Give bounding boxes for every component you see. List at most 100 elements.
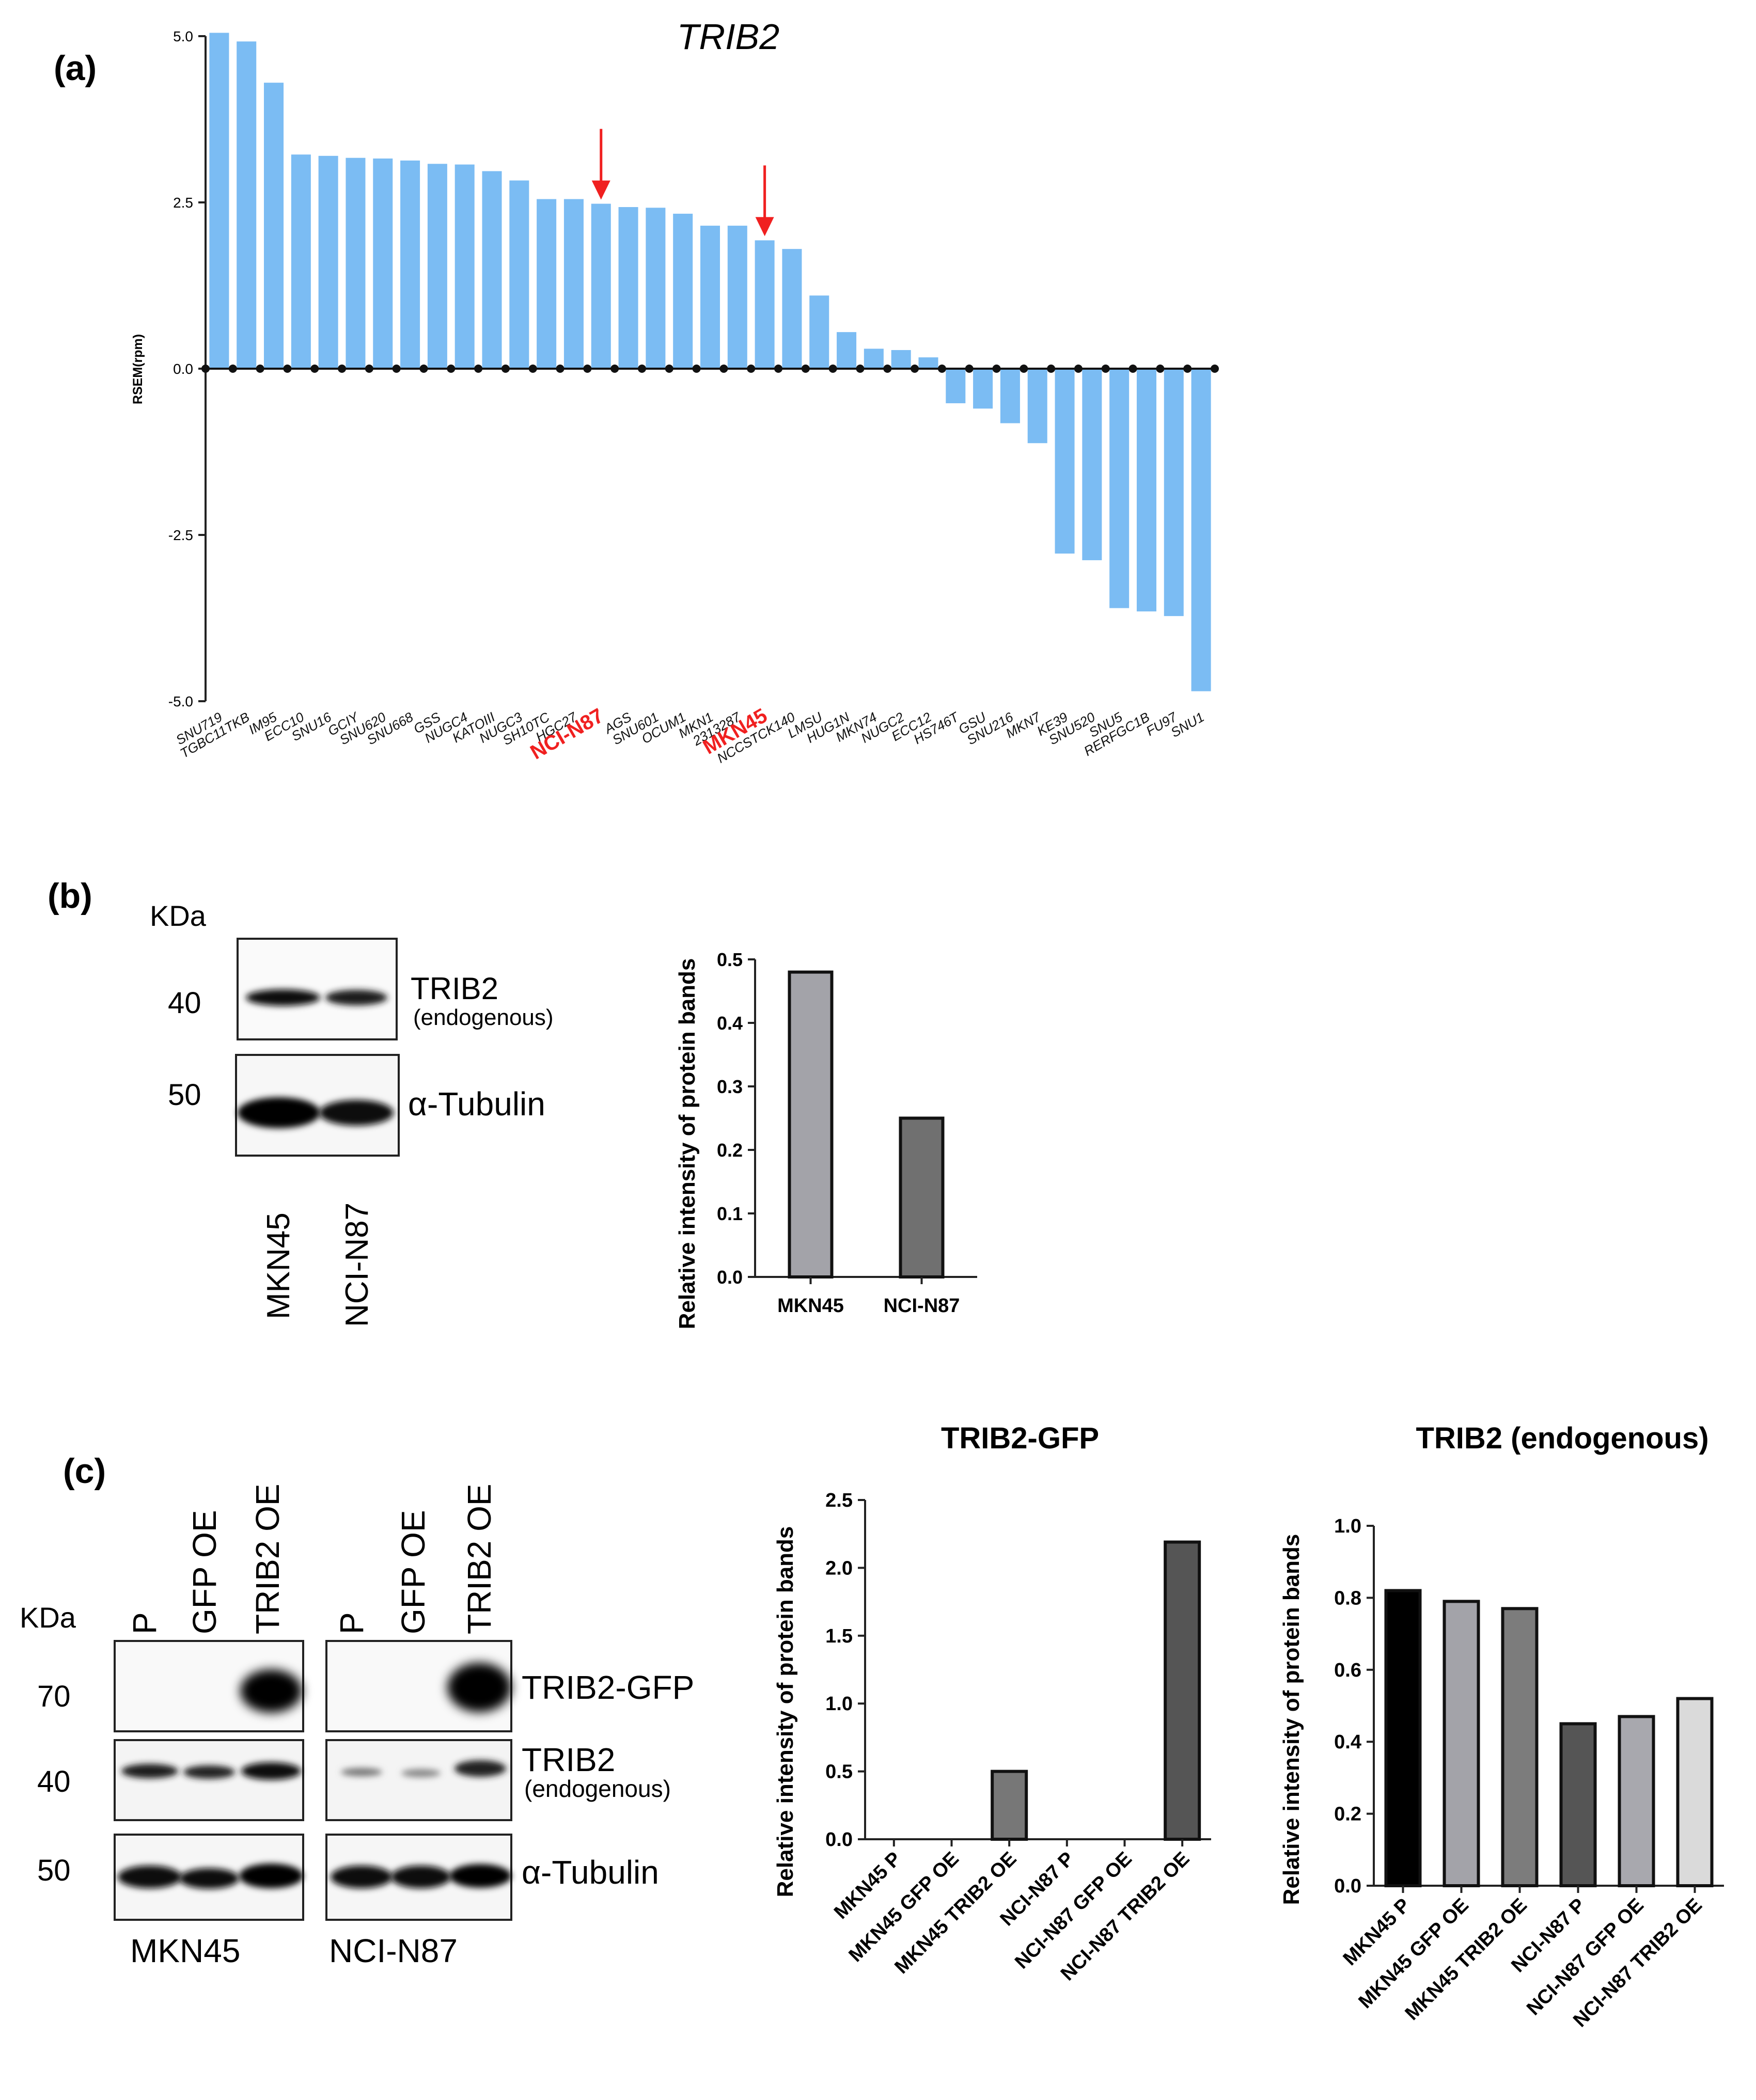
blot-c-ncin87-lane-p: P — [333, 1612, 370, 1634]
chart-a-zero-dot — [419, 365, 428, 373]
chart-a-bar — [400, 160, 420, 369]
blot-c-label-tubulin: α-Tubulin — [522, 1854, 659, 1891]
chart-a-bar — [318, 155, 338, 369]
blot-b-kda-label: KDa — [150, 899, 207, 932]
chart-a-zero-dot — [1211, 365, 1219, 373]
chart-a-bar — [209, 33, 229, 369]
blot-c-mkn45-trib2-membrane — [114, 1739, 304, 1821]
blot-c-ncin87-lane-trib2-oe: TRIB2 OE — [461, 1483, 498, 1634]
x-tick-label: NCI-N87 — [884, 1295, 960, 1317]
chart-bar — [1501, 1607, 1539, 1888]
chart-a-bar — [973, 369, 993, 409]
chart-a-bar — [237, 41, 257, 369]
chart-a-bar — [482, 171, 502, 369]
chart-a-bar — [700, 226, 720, 369]
blot-c-mkn45-lane-gfp-oe: GFP OE — [186, 1510, 223, 1634]
chart-b-bars — [788, 970, 945, 1278]
y-tick-label: 0.0 — [825, 1829, 853, 1851]
chart-c2-bars — [1384, 1589, 1714, 1888]
chart-a-bar — [264, 83, 284, 369]
blot-c-label-trib2-endogenous: (endogenous) — [524, 1775, 671, 1802]
chart-a-bar — [1000, 369, 1020, 423]
chart-a-bar — [727, 226, 747, 369]
chart-a-zero-dot — [1156, 365, 1165, 373]
chart-a-zero-dot — [856, 365, 865, 373]
chart-a-bar — [1136, 369, 1156, 612]
blot-b-band-trib2-mkn45 — [246, 989, 320, 1006]
blot-c-kda-70: 70 — [37, 1680, 71, 1713]
blot-b-kda-50: 50 — [168, 1078, 201, 1112]
chart-a-bar — [618, 207, 638, 369]
y-tick-label: 0.0 — [717, 1267, 743, 1288]
chart-a-arrow-head — [755, 217, 774, 236]
chart-a-zero-line — [201, 365, 1219, 373]
blot-b-lane-mkn45: MKN45 — [261, 1212, 296, 1319]
western-blot-b: KDa 40 50 TRIB2 (endogenous) α-Tubulin M… — [150, 899, 554, 1327]
chart-c1-y-axis: 0.0 0.5 1.0 1.5 2.0 2.5 — [825, 1490, 1211, 1851]
chart-a-zero-dot — [528, 365, 537, 373]
chart-a-zero-dot — [556, 365, 565, 373]
chart-a-bar — [809, 295, 829, 369]
blot-b-band-trib2-ncin87 — [325, 990, 387, 1005]
blot-c-band-ncin87-trib2-gfp — [401, 1769, 441, 1777]
chart-a-bar — [509, 180, 529, 369]
chart-b-x-labels: MKN45 NCI-N87 — [777, 1277, 960, 1317]
chart-bar — [1618, 1715, 1655, 1887]
chart-a-bar — [373, 158, 393, 369]
blot-b-label-trib2: TRIB2 — [411, 971, 498, 1006]
chart-a-y-tick-label: 0.0 — [173, 361, 193, 377]
blot-c-kda-50: 50 — [37, 1854, 71, 1887]
y-tick-label: 1.0 — [1334, 1515, 1361, 1537]
chart-bar — [1164, 1540, 1201, 1841]
chart-a-zero-dot — [338, 365, 347, 373]
chart-a-bar — [427, 164, 447, 369]
blot-c-band-mkn45-trib2-trib2oe — [241, 1762, 301, 1780]
chart-a-zero-dot — [583, 365, 592, 373]
chart-a-bar — [1191, 369, 1211, 691]
chart-c1-y-axis-label: Relative intensity of protein bands — [773, 1526, 798, 1898]
chart-a-y-axis: 5.0 2.5 0.0 -2.5 -5.0 — [168, 28, 207, 709]
y-tick-label: 0.4 — [717, 1013, 743, 1034]
chart-a-zero-dot — [747, 365, 756, 373]
blot-c-band-mkn45-tubulin-gfp — [179, 1868, 239, 1889]
blot-b-band-tubulin-mkn45 — [238, 1097, 320, 1128]
chart-a-zero-dot — [911, 365, 919, 373]
chart-a-bar — [918, 357, 938, 369]
y-tick-label: 0.2 — [717, 1140, 743, 1161]
chart-a-zero-dot — [1020, 365, 1028, 373]
blot-c-band-ncin87-tubulin-p — [331, 1866, 393, 1888]
chart-c1-trib2-gfp: TRIB2-GFP Relative intensity of protein … — [773, 1422, 1211, 1985]
chart-bar — [1676, 1697, 1714, 1888]
chart-bar — [1384, 1589, 1422, 1887]
y-tick-label: 1.5 — [825, 1625, 853, 1647]
chart-a-zero-dot — [501, 365, 510, 373]
blot-c-band-ncin87-tubulin-gfp — [391, 1866, 451, 1888]
chart-c2-y-axis: 0.0 0.2 0.4 0.6 0.8 1.0 — [1334, 1515, 1724, 1897]
western-blot-c: KDa 70 40 50 P GFP OE TRIB2 OE P GFP OE … — [20, 1483, 694, 1969]
chart-a-bar — [1164, 369, 1184, 617]
chart-a-zero-dot — [310, 365, 319, 373]
blot-b-trib2-membrane — [237, 938, 398, 1040]
chart-a-zero-dot — [801, 365, 810, 373]
chart-a-zero-dot — [228, 365, 237, 373]
blot-b-label-trib2-endogenous: (endogenous) — [413, 1005, 554, 1030]
y-tick-label: 0.5 — [717, 949, 743, 970]
blot-c-label-trib2gfp: TRIB2-GFP — [522, 1669, 694, 1706]
chart-a-zero-dot — [665, 365, 673, 373]
chart-a-highlight-arrows — [591, 129, 774, 236]
chart-b-intensity: Relative intensity of protein bands 0.0 0… — [675, 949, 977, 1329]
chart-a-zero-dot — [365, 365, 373, 373]
chart-a-bar — [346, 157, 366, 369]
chart-a-rsem: TRIB2 RSEM(rpm) 5.0 2.5 0.0 -2.5 -5.0 SNU719… — [131, 17, 1219, 766]
chart-a-bar — [454, 164, 475, 369]
chart-a-x-labels: SNU719TGBC11TKBIM95ECC10SNU16GCIYSNU620S… — [173, 704, 1206, 766]
chart-a-zero-dot — [965, 365, 974, 373]
chart-a-zero-dot — [637, 365, 646, 373]
chart-bar — [991, 1770, 1028, 1841]
chart-a-arrow-head — [591, 180, 610, 200]
chart-a-bar — [946, 369, 966, 403]
chart-a-zero-dot — [447, 365, 456, 373]
blot-c-band-mkn45-trib2-gfp — [183, 1765, 235, 1779]
